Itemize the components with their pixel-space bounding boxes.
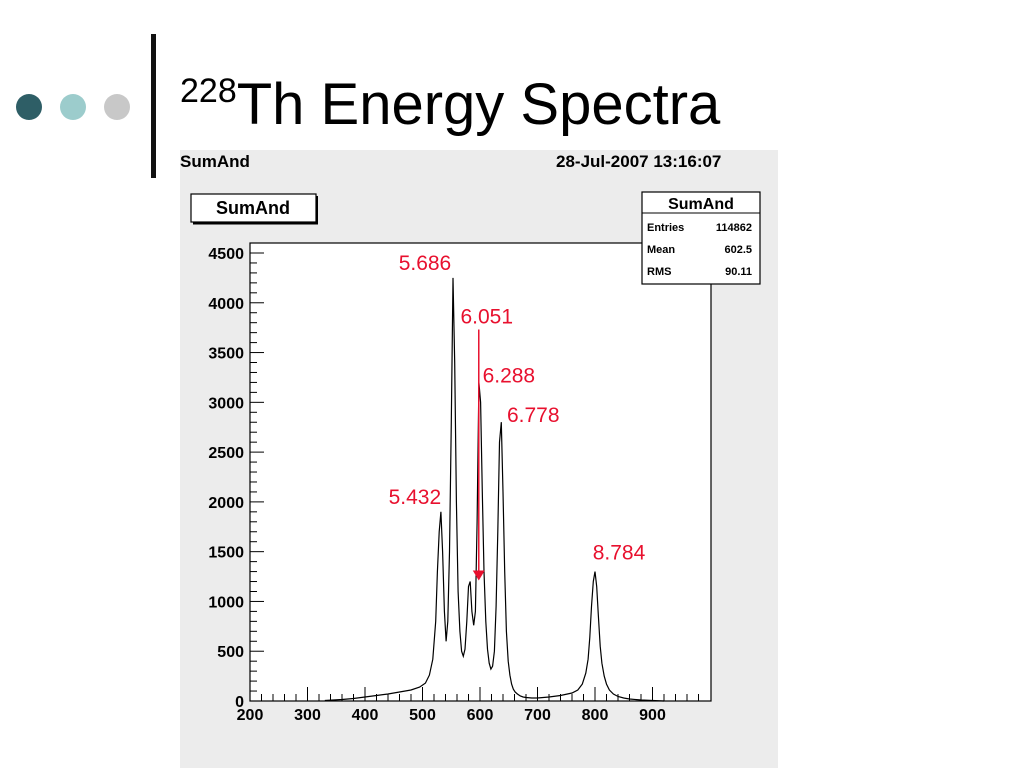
x-tick-label: 200 bbox=[237, 707, 264, 724]
x-tick-label: 600 bbox=[467, 707, 494, 724]
stats-box-title: SumAnd bbox=[668, 196, 734, 213]
y-tick-label: 1000 bbox=[208, 594, 244, 611]
peak-label: 8.784 bbox=[593, 542, 646, 565]
histogram-title: SumAnd bbox=[216, 198, 290, 218]
stats-label-entries: Entries bbox=[647, 222, 684, 234]
y-tick-label: 3500 bbox=[208, 346, 244, 363]
bullet-dot-teal bbox=[60, 94, 86, 120]
histogram-title-box bbox=[190, 193, 317, 223]
stats-box: SumAnd Entries 114862 Mean 602.5 RMS 90.… bbox=[641, 191, 761, 285]
y-tick-label: 500 bbox=[217, 644, 244, 661]
y-tick-label: 2000 bbox=[208, 495, 244, 512]
title-divider bbox=[151, 34, 156, 178]
y-tick-label: 0 bbox=[235, 694, 244, 711]
x-tick-label: 300 bbox=[294, 707, 321, 724]
stats-value-entries: 114862 bbox=[716, 222, 752, 234]
stats-value-rms: 90.11 bbox=[725, 266, 752, 278]
peak-label: 6.778 bbox=[507, 404, 560, 427]
bullet-dot-dark bbox=[16, 94, 42, 120]
stats-value-mean: 602.5 bbox=[724, 244, 752, 256]
plot-frame bbox=[249, 242, 712, 702]
spectrum-chart: SumAnd 0 500 1000 1500 2000 2500 3000 3500 4000 4… bbox=[190, 191, 761, 724]
y-tick-label: 3000 bbox=[208, 395, 244, 412]
x-tick-label: 900 bbox=[639, 707, 666, 724]
bullet-dot-gray bbox=[104, 94, 130, 120]
title-superscript: 228 bbox=[180, 72, 237, 110]
peak-label: 6.288 bbox=[483, 364, 536, 387]
x-tick-label: 400 bbox=[352, 707, 379, 724]
stats-label-rms: RMS bbox=[647, 266, 671, 278]
x-tick-label: 500 bbox=[409, 707, 436, 724]
peak-label: 5.686 bbox=[399, 252, 452, 275]
peak-label: 6.051 bbox=[460, 306, 513, 329]
x-tick-label: 800 bbox=[582, 707, 609, 724]
canvas-name-label: SumAnd bbox=[180, 152, 250, 171]
canvas-timestamp: 28-Jul-2007 13:16:07 bbox=[556, 152, 722, 171]
x-tick-label: 700 bbox=[524, 707, 551, 724]
histogram-series-line bbox=[324, 277, 665, 702]
y-tick-label: 1500 bbox=[208, 545, 244, 562]
y-tick-label: 2500 bbox=[208, 445, 244, 462]
y-tick-label: 4000 bbox=[208, 296, 244, 313]
peak-label: 5.432 bbox=[389, 486, 442, 509]
stats-label-mean: Mean bbox=[647, 244, 675, 256]
y-tick-label: 4500 bbox=[208, 246, 244, 263]
title-text: Th Energy Spectra bbox=[236, 72, 721, 137]
slide-title: 228Th Energy Spectra bbox=[180, 74, 720, 134]
stats-box-frame bbox=[641, 191, 761, 285]
peak-arrow-head bbox=[472, 570, 485, 581]
